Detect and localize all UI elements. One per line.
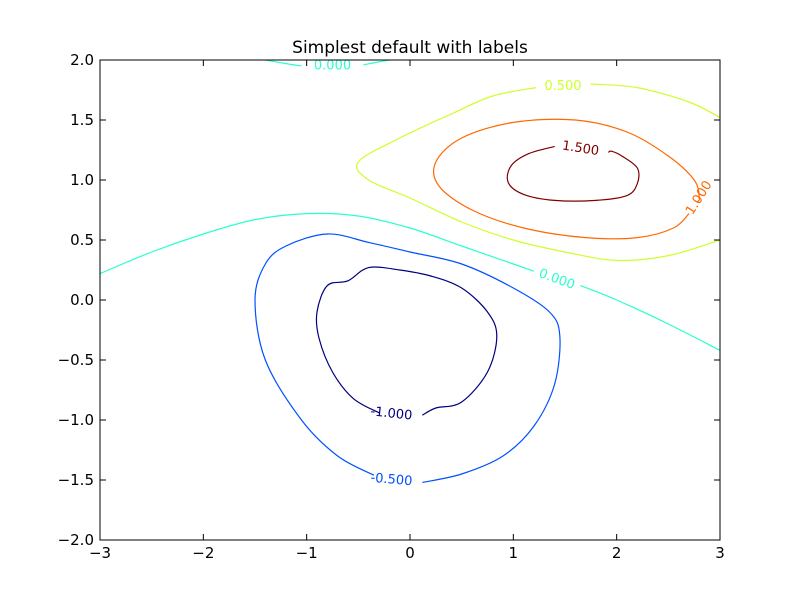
contour-line-level-0	[580, 285, 720, 351]
x-tick-label: 3	[715, 544, 725, 562]
contour-line-level-0.5	[590, 83, 720, 119]
contour-line-level-0	[100, 212, 535, 275]
y-tick-label: −0.5	[58, 351, 94, 369]
contour-label: 0.500	[544, 79, 581, 94]
y-tick-label: 0.5	[70, 231, 94, 249]
contour-line-level--1	[315, 266, 498, 416]
x-tick-label: 1	[509, 544, 519, 562]
contour-label: 1.500	[561, 138, 600, 159]
y-tick-label: 1.5	[70, 111, 94, 129]
y-tick-label: −1.5	[58, 471, 94, 489]
contour-line-level-0	[265, 60, 302, 67]
y-tick-label: −1.0	[58, 411, 94, 429]
contour-line-level--0.5	[254, 233, 561, 483]
x-axis: −3 −2 −1 0 1 2 3	[89, 60, 725, 562]
contour-lines-group	[100, 60, 720, 483]
x-tick-label: 0	[405, 544, 415, 562]
chart-title: Simplest default with labels	[292, 38, 528, 58]
contour-line-level-0.5	[355, 87, 720, 262]
contour-label: 0.000	[314, 59, 351, 74]
contour-label: -1.000	[370, 404, 413, 423]
contour-line-level-1	[432, 118, 701, 240]
y-axis: −2.0 −1.5 −1.0 −0.5 0.0 0.5 1.0 1.5 2.0	[58, 51, 720, 549]
contour-label: -0.500	[370, 471, 413, 490]
contour-line-level-1.5	[506, 145, 640, 202]
y-tick-label: −2.0	[58, 531, 94, 549]
y-tick-label: 0.0	[70, 291, 94, 309]
x-tick-label: 2	[612, 544, 622, 562]
y-tick-label: 1.0	[70, 171, 94, 189]
x-tick-label: −2	[192, 544, 214, 562]
y-tick-label: 2.0	[70, 51, 94, 69]
x-tick-label: −1	[296, 544, 318, 562]
x-tick-label: −3	[89, 544, 111, 562]
